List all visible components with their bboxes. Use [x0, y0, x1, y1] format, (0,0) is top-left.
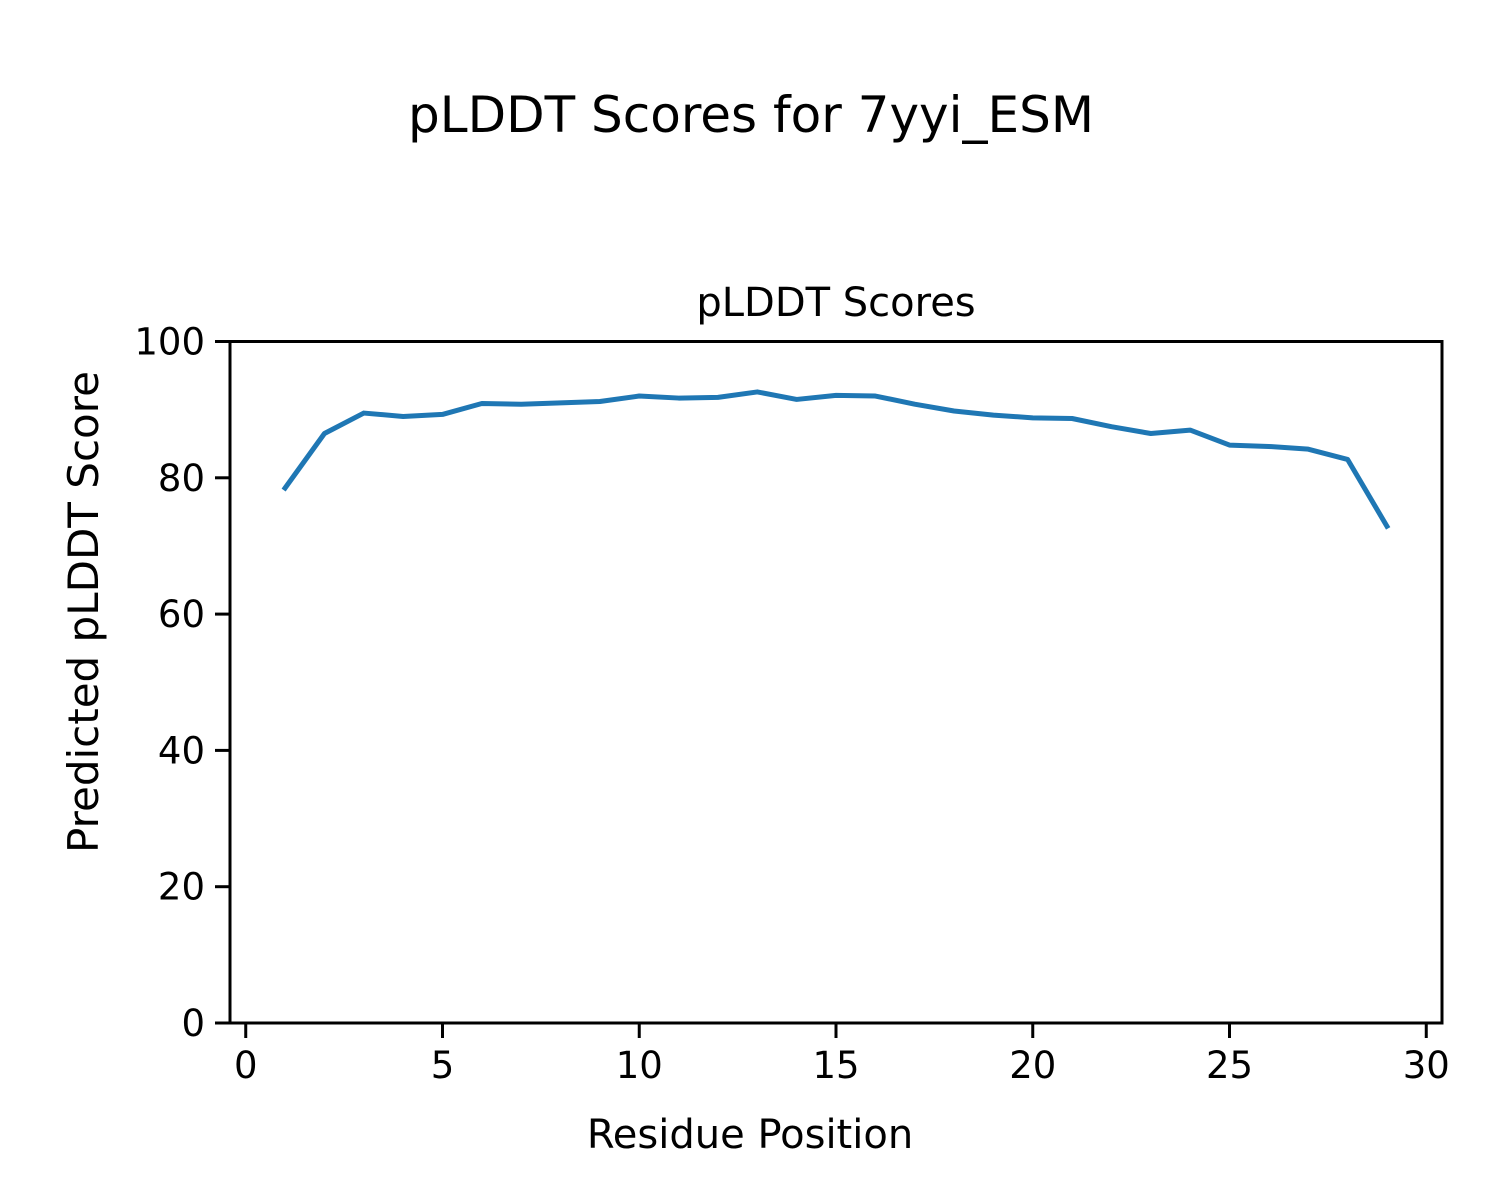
- plot-frame: [228, 340, 1444, 1025]
- x-tick-label: 25: [1206, 1044, 1253, 1087]
- y-tick-label: 40: [158, 729, 205, 772]
- y-axis-label: Predicted pLDDT Score: [59, 371, 108, 853]
- plddt-line-series: [281, 389, 1391, 530]
- y-tick-label: 80: [158, 457, 205, 500]
- y-tick-label: 100: [134, 321, 205, 364]
- axes-title: pLDDT Scores: [696, 280, 975, 326]
- x-axis-ticks: 0 5 10 15 20 25 30: [234, 1023, 1450, 1087]
- y-tick-label: 60: [158, 593, 205, 636]
- y-tick-label: 20: [158, 866, 205, 909]
- figure-suptitle: pLDDT Scores for 7yyi_ESM: [408, 86, 1094, 144]
- y-tick-label: 0: [181, 1002, 205, 1045]
- x-tick-label: 15: [812, 1044, 859, 1087]
- x-tick-label: 10: [616, 1044, 663, 1087]
- x-tick-label: 5: [431, 1044, 455, 1087]
- y-axis-ticks: 0 20 40 60 80 100: [134, 321, 230, 1045]
- x-axis-label: Residue Position: [587, 1112, 913, 1158]
- x-tick-label: 0: [234, 1044, 258, 1087]
- x-tick-label: 30: [1403, 1044, 1450, 1087]
- x-tick-label: 20: [1009, 1044, 1056, 1087]
